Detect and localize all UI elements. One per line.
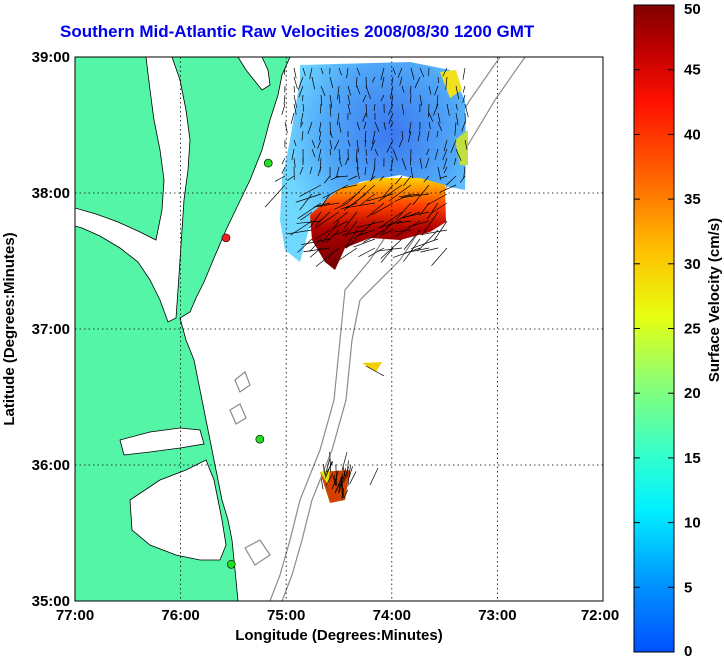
colorbar-label: Surface Velocity (cm/s) [706, 218, 723, 382]
x-axis-label: Longitude (Degrees:Minutes) [235, 627, 443, 644]
lon-tick: 74:00 [373, 607, 411, 624]
station-markers [221, 57, 297, 569]
lat-tick: 35:00 [32, 593, 70, 610]
lon-tick: 73:00 [478, 607, 516, 624]
lat-tick: 38:00 [32, 185, 70, 202]
lon-tick: 76:00 [161, 607, 199, 624]
station-marker [293, 57, 297, 58]
velocity-field [280, 62, 468, 503]
colorbar-tick-label: 25 [684, 321, 701, 338]
lat-tick: 36:00 [32, 457, 70, 474]
colorbar-tick-label: 20 [684, 385, 701, 402]
station-marker [221, 233, 231, 243]
chesapeake-bay [75, 57, 191, 323]
station-marker [263, 158, 273, 168]
lon-tick: 72:00 [581, 607, 619, 624]
map-grid [75, 57, 603, 601]
lon-tick: 77:00 [56, 607, 94, 624]
colorbar-tick-label: 50 [684, 1, 701, 18]
colorbar-tick-label: 40 [684, 126, 701, 143]
velocity-vectors [264, 67, 469, 500]
lat-ticks: 39:00 38:00 37:00 36:00 35:00 [32, 49, 70, 610]
delaware-bay [237, 57, 271, 91]
lat-tick: 39:00 [32, 49, 70, 66]
lat-tick: 37:00 [32, 321, 70, 338]
colorbar-tick-label: 35 [684, 191, 701, 208]
lon-tick: 75:00 [267, 607, 305, 624]
land-mass [75, 57, 291, 601]
colorbar [633, 4, 675, 653]
colorbar-tick-label: 10 [684, 515, 701, 532]
colorbar-tick-label: 15 [684, 450, 701, 467]
station-marker [255, 434, 265, 444]
y-axis-label: Latitude (Degrees:Minutes) [1, 232, 18, 425]
colorbar-tick-label: 5 [684, 579, 692, 596]
colorbar-tick-label: 30 [684, 256, 701, 273]
pamlico-sound [129, 459, 227, 561]
colorbar-tick-label: 45 [684, 62, 701, 79]
map-title: Southern Mid-Atlantic Raw Velocities 200… [60, 22, 535, 41]
colorbar-tick-label: 0 [684, 643, 692, 659]
albemarle-sound [119, 427, 205, 456]
lon-ticks: 77:00 76:00 75:00 74:00 73:00 72:00 [56, 607, 619, 624]
station-marker [226, 559, 236, 569]
plot-frame [74, 56, 604, 602]
